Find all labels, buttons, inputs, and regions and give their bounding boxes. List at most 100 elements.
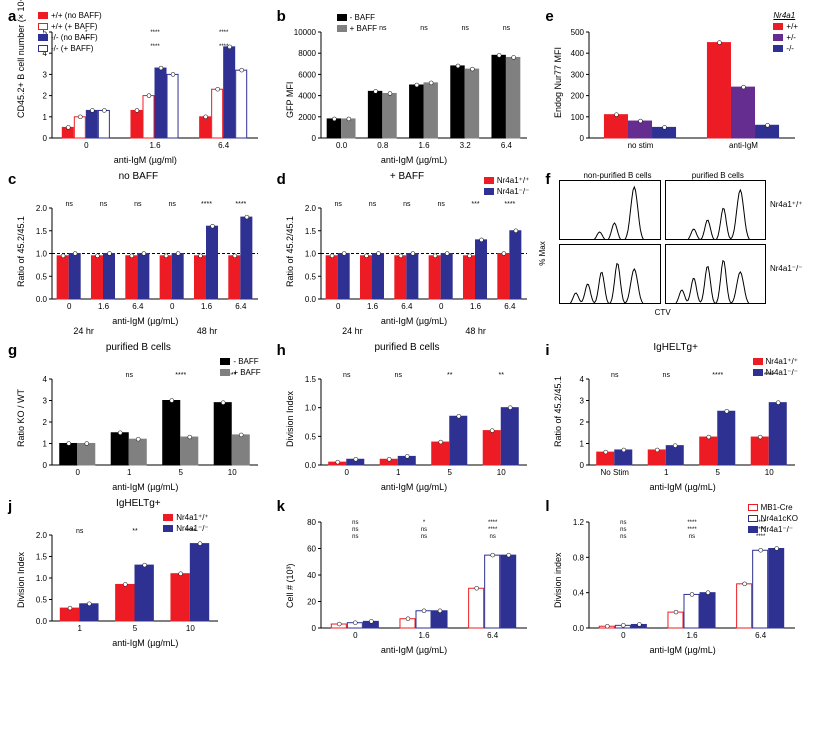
y-axis-label: GFP MFI	[285, 82, 295, 118]
histogram	[559, 180, 660, 240]
chart-e: 0100200300400500no stimanti-IgM	[559, 14, 799, 154]
x-axis-label: anti-IgM (µg/mL)	[559, 645, 806, 655]
panel-letter: c	[8, 171, 16, 188]
svg-text:ns: ns	[620, 520, 626, 526]
svg-text:0.5: 0.5	[305, 272, 317, 281]
svg-text:300: 300	[571, 70, 585, 79]
svg-text:0: 0	[170, 302, 175, 311]
panel-letter: l	[545, 498, 549, 515]
svg-text:4000: 4000	[298, 92, 316, 101]
svg-text:1.0: 1.0	[305, 404, 317, 413]
svg-text:6.4: 6.4	[504, 302, 516, 311]
svg-text:5: 5	[179, 468, 184, 477]
chart-j: 0.00.51.01.52.01ns5**10****	[22, 517, 222, 637]
svg-text:0.8: 0.8	[377, 141, 389, 150]
svg-text:1: 1	[43, 440, 48, 449]
svg-text:****: ****	[150, 30, 160, 36]
svg-text:ns: ns	[689, 534, 695, 540]
svg-text:0: 0	[580, 461, 585, 470]
svg-text:0: 0	[311, 624, 316, 633]
svg-text:0.5: 0.5	[36, 596, 48, 605]
x-axis-label: anti-IgM (µg/mL)	[22, 638, 269, 648]
svg-text:ns: ns	[343, 372, 351, 379]
svg-text:3: 3	[580, 397, 585, 406]
svg-text:ns: ns	[489, 534, 495, 540]
svg-text:1.5: 1.5	[36, 227, 48, 236]
legend-l: MB1-CreNr4a1cKONr4a1⁻/⁻	[748, 502, 798, 535]
hist-title: non-purified B cells	[569, 171, 665, 180]
svg-text:ns: ns	[420, 534, 426, 540]
panel-a: a +/+ (no BAFF)+/+ (+ BAFF)-/- (no BAFF)…	[8, 8, 269, 165]
svg-text:ns: ns	[461, 25, 469, 32]
x-axis-label: anti-IgM (µg/mL)	[559, 482, 806, 492]
y-axis-label: CD45.2+ B cell number (× 10⁴)	[16, 0, 26, 118]
svg-text:3: 3	[43, 397, 48, 406]
svg-text:****: ****	[175, 372, 186, 379]
time-labels: 24 hr 48 hr	[22, 326, 269, 336]
y-axis-label: Ratio KO / WT	[16, 389, 26, 447]
svg-text:****: ****	[688, 520, 698, 526]
time-labels: 24 hr 48 hr	[291, 326, 538, 336]
svg-text:1.2: 1.2	[573, 518, 585, 527]
panel-j: j IgHELTg+ Nr4a1⁺/⁺Nr4a1⁻/⁻ Division Ind…	[8, 498, 269, 655]
chart-i: 01234No Stimns1ns5****10****	[559, 361, 799, 481]
svg-text:1.6: 1.6	[418, 631, 430, 640]
panel-h: h purified B cells Division Index 0.00.5…	[277, 342, 538, 492]
svg-text:1.6: 1.6	[418, 141, 430, 150]
svg-text:***: ***	[471, 201, 479, 208]
svg-text:ns: ns	[379, 25, 387, 32]
svg-text:0.5: 0.5	[305, 432, 317, 441]
svg-text:4: 4	[580, 375, 585, 384]
chart-title: purified B cells	[277, 342, 538, 353]
svg-text:1.5: 1.5	[305, 375, 317, 384]
chart-b: 02000400060008000100000.0ns0.8ns1.6ns3.2…	[291, 14, 531, 154]
svg-text:ns: ns	[437, 201, 445, 208]
svg-text:10: 10	[228, 468, 237, 477]
svg-text:**: **	[447, 372, 453, 379]
svg-text:ns: ns	[65, 201, 73, 208]
svg-text:10000: 10000	[293, 28, 316, 37]
chart-title: IgHELTg+	[8, 498, 269, 509]
y-axis-label: Division Index	[285, 391, 295, 447]
svg-text:0: 0	[344, 468, 349, 477]
svg-text:6.4: 6.4	[218, 141, 230, 150]
histogram	[665, 244, 766, 304]
svg-text:3.2: 3.2	[459, 141, 471, 150]
x-axis-label: anti-IgM (µg/mL)	[291, 645, 538, 655]
svg-text:anti-IgM: anti-IgM	[729, 141, 758, 150]
svg-text:0: 0	[84, 141, 89, 150]
svg-text:**: **	[498, 372, 504, 379]
panel-letter: g	[8, 342, 17, 359]
svg-text:80: 80	[307, 518, 316, 527]
svg-text:****: ****	[688, 527, 698, 533]
svg-text:ns: ns	[134, 201, 142, 208]
chart-title: purified B cells	[8, 342, 269, 353]
svg-text:0: 0	[311, 134, 316, 143]
svg-text:1.0: 1.0	[305, 250, 317, 259]
svg-text:400: 400	[571, 49, 585, 58]
panel-letter: e	[545, 8, 553, 25]
svg-text:ns: ns	[352, 520, 358, 526]
svg-text:6000: 6000	[298, 70, 316, 79]
panel-f: f non-purified B cells purified B cells …	[545, 171, 806, 336]
legend-i: Nr4a1⁺/⁺Nr4a1⁻/⁻	[753, 356, 798, 378]
svg-text:1.5: 1.5	[36, 553, 48, 562]
chart-title: IgHELTg+	[545, 342, 806, 353]
svg-text:500: 500	[571, 28, 585, 37]
panel-d: d + BAFF Nr4a1⁺/⁺Nr4a1⁻/⁻ Ratio of 45.2/…	[277, 171, 538, 336]
svg-text:1.6: 1.6	[201, 302, 213, 311]
svg-text:1.0: 1.0	[36, 250, 48, 259]
svg-text:no stim: no stim	[628, 141, 654, 150]
panel-e: e Nr4a1+/++/--/- Endog Nur77 MFI 0100200…	[545, 8, 806, 165]
svg-text:1: 1	[580, 440, 585, 449]
svg-text:2: 2	[43, 92, 48, 101]
row-label: Nr4a1⁺/⁺	[770, 200, 802, 209]
svg-text:ns: ns	[168, 201, 176, 208]
chart-c: 0.00.51.01.52.00ns1.6ns6.4ns0ns1.6****6.…	[22, 190, 262, 315]
svg-text:ns: ns	[100, 201, 108, 208]
legend-d: Nr4a1⁺/⁺Nr4a1⁻/⁻	[484, 175, 529, 197]
y-axis-label: Ratio of 45.2/45.1	[553, 376, 563, 447]
panel-c: c no BAFF Ratio of 45.2/45.1 0.00.51.01.…	[8, 171, 269, 336]
svg-text:0.0: 0.0	[36, 295, 48, 304]
figure-grid: a +/+ (no BAFF)+/+ (+ BAFF)-/- (no BAFF)…	[8, 8, 806, 655]
